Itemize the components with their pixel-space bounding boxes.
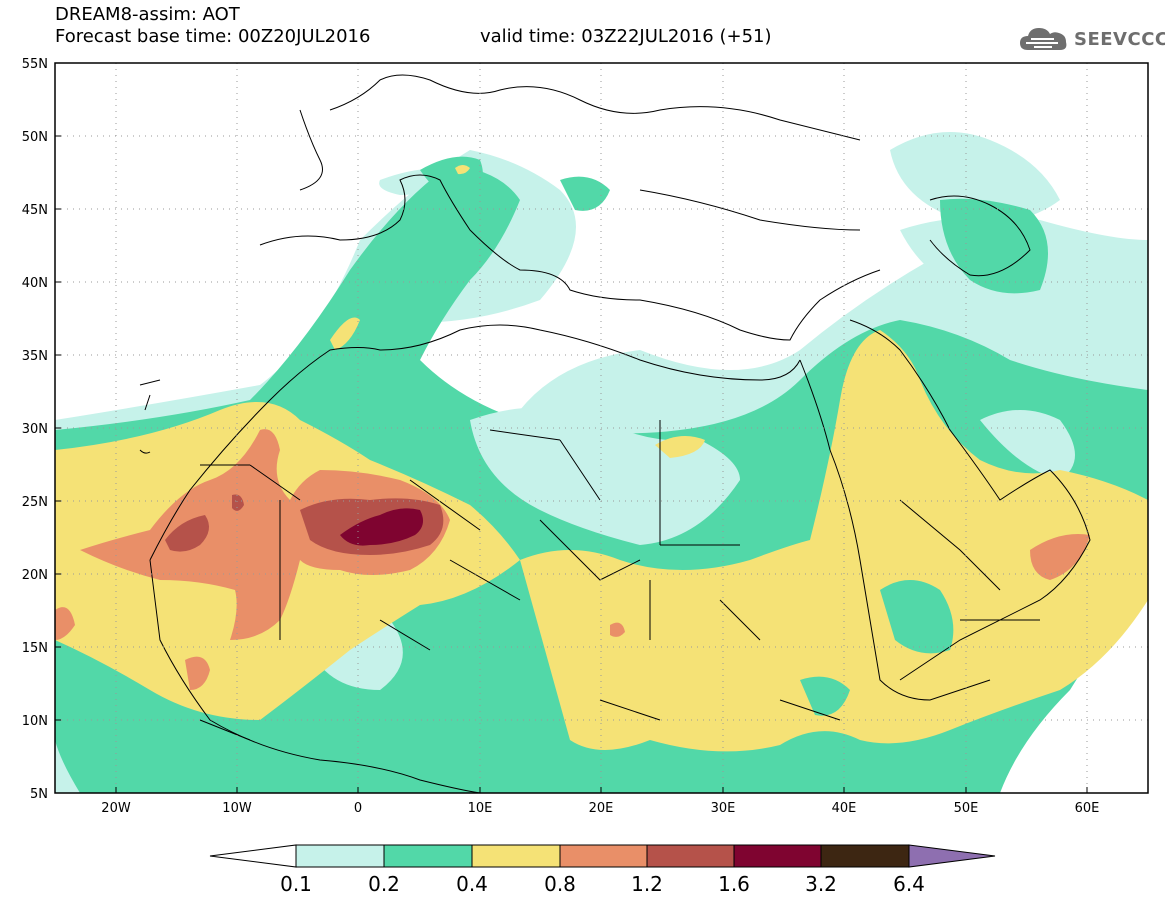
colorbar-swatch	[820, 844, 910, 868]
lat-label: 15N	[22, 641, 48, 656]
lon-label: 60E	[1075, 801, 1100, 816]
tick-marks	[55, 62, 1088, 794]
lat-label: 10N	[22, 714, 48, 729]
lon-label: 30E	[711, 801, 736, 816]
colorbar-label: 1.6	[718, 872, 750, 896]
colorbar-swatch	[383, 844, 473, 868]
forecast-base-time: Forecast base time: 00Z20JUL2016	[55, 26, 371, 47]
colorbar-label: 3.2	[805, 872, 837, 896]
colorbar-swatch	[733, 844, 822, 868]
longitude-labels: 20W 10W 0 10E 20E 30E 40E 50E 60E	[101, 801, 1099, 816]
seevccc-logo: SEEVCCC	[1018, 22, 1165, 56]
colorbar-low-arrow	[209, 844, 297, 868]
colorbar-label: 1.2	[631, 872, 663, 896]
coastlines	[139, 74, 1091, 793]
lon-label: 20E	[589, 801, 614, 816]
lon-label: 10W	[222, 801, 252, 816]
latitude-labels: 55N 50N 45N 40N 35N 30N 25N 20N 15N 10N …	[22, 57, 48, 802]
lat-label: 30N	[22, 422, 48, 437]
lat-label: 40N	[22, 276, 48, 291]
colorbar-swatch	[646, 844, 735, 868]
colorbar-swatch	[559, 844, 648, 868]
colorbar-label: 0.8	[544, 872, 576, 896]
logo-text: SEEVCCC	[1074, 28, 1165, 50]
colorbar-swatch	[295, 844, 385, 868]
colorbar-high-arrow	[908, 844, 996, 868]
lat-label: 35N	[22, 349, 48, 364]
lon-label: 20W	[101, 801, 131, 816]
lat-label: 50N	[22, 130, 48, 145]
lat-label: 5N	[30, 787, 48, 802]
colorbar-label: 0.4	[456, 872, 488, 896]
lon-label: 10E	[468, 801, 493, 816]
colorbar-swatch	[471, 844, 561, 868]
lon-label: 40E	[832, 801, 857, 816]
title-block: DREAM8-assim: AOT Forecast base time: 00…	[55, 4, 370, 48]
lon-label: 50E	[954, 801, 979, 816]
product-title: DREAM8-assim: AOT	[55, 4, 240, 25]
lon-label: 0	[354, 801, 362, 816]
lat-label: 25N	[22, 495, 48, 510]
lat-label: 55N	[22, 57, 48, 72]
lat-label: 45N	[22, 203, 48, 218]
lat-label: 20N	[22, 568, 48, 583]
colorbar: 0.1 0.2 0.4 0.8 1.2 1.6 3.2 6.4	[209, 844, 996, 896]
cloud-icon	[1020, 28, 1067, 50]
colorbar-label: 0.1	[280, 872, 312, 896]
valid-time: valid time: 03Z22JUL2016 (+51)	[480, 26, 772, 47]
colorbar-label: 6.4	[893, 872, 925, 896]
colorbar-label: 0.2	[368, 872, 400, 896]
graticule	[55, 63, 1148, 793]
